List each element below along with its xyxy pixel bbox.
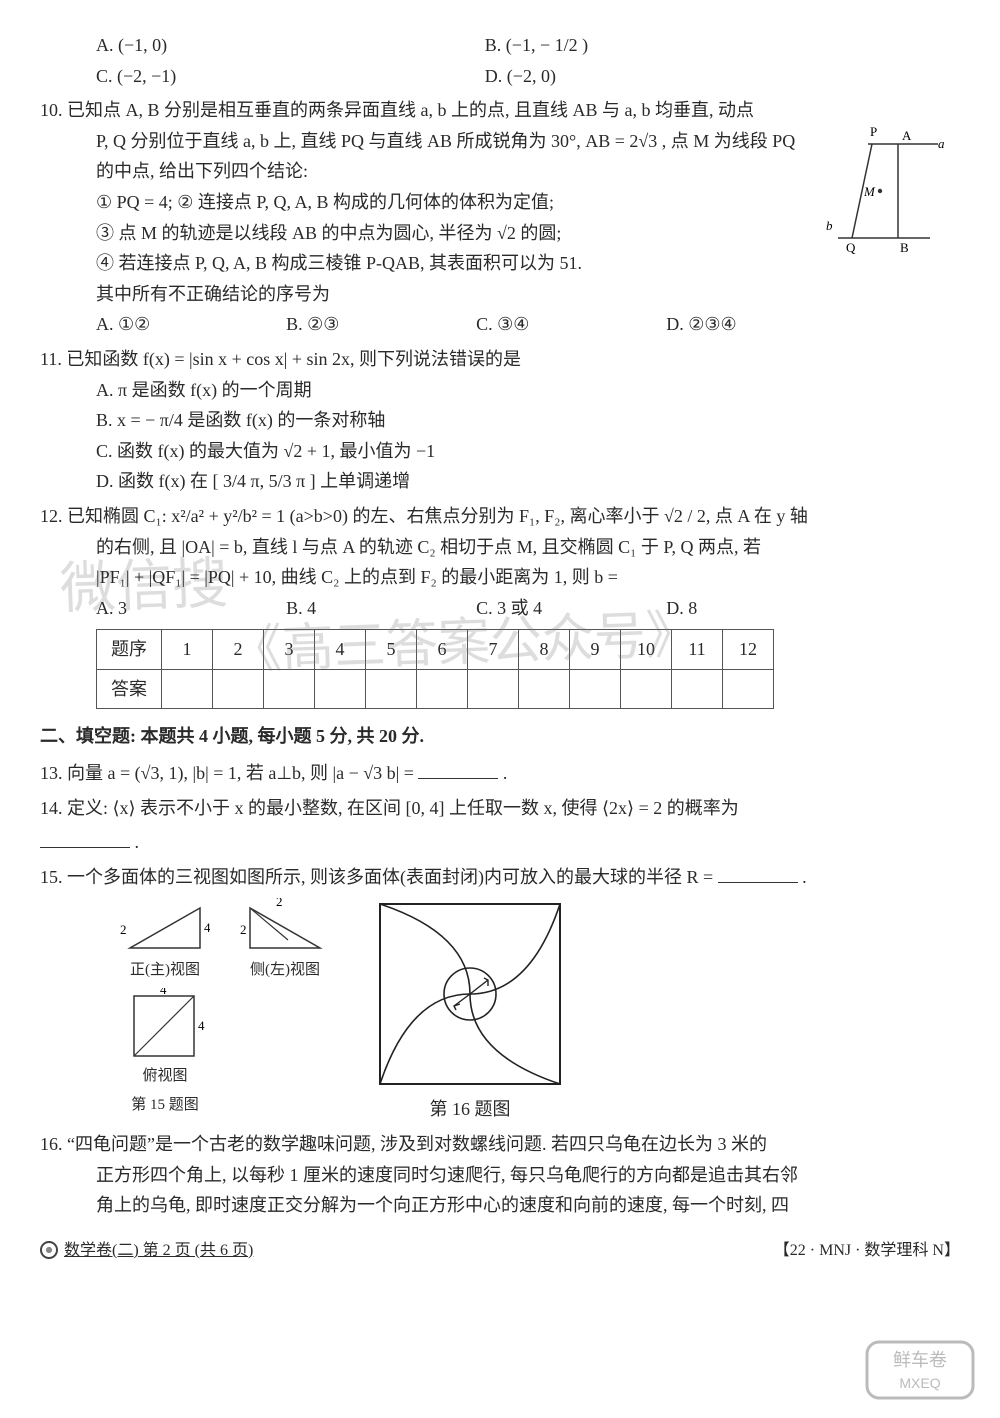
- q13-stem: 13. 向量 a = (√3, 1), |b| = 1, 若 a⊥b, 则 |a…: [40, 763, 418, 783]
- col-4: 4: [315, 630, 366, 670]
- option-D: D. (−2, 0): [485, 61, 874, 92]
- q12-option-A: A. 3: [96, 593, 286, 624]
- answer-table-answer-row: 答案: [97, 669, 774, 709]
- label-Q: Q: [846, 240, 856, 255]
- q11-option-B: B. x = − π/4 是函数 f(x) 的一条对称轴: [96, 405, 960, 436]
- q15-views: 2 4 正(主)视图 2 2 侧(左)视图: [120, 898, 330, 984]
- answer-table-header-row: 题序 1 2 3 4 5 6 7 8 9 10 11 12: [97, 630, 774, 670]
- answer-table: 题序 1 2 3 4 5 6 7 8 9 10 11 12 答案: [96, 629, 774, 709]
- question-11: 11. 已知函数 f(x) = |sin x + cos x| + sin 2x…: [40, 344, 960, 497]
- question-10: 10. 已知点 A, B 分别是相互垂直的两条异面直线 a, b 上的点, 且直…: [40, 95, 960, 340]
- q10-option-C: C. ③④: [476, 309, 666, 340]
- svg-text:MXEQ: MXEQ: [899, 1375, 940, 1391]
- page-footer: 数学卷(二) 第 2 页 (共 6 页) 【22 · MNJ · 数学理科 N】: [40, 1237, 960, 1264]
- col-7: 7: [468, 630, 519, 670]
- q10-option-A: A. ①②: [96, 309, 286, 340]
- q10-option-D: D. ②③④: [666, 309, 856, 340]
- question-15: 15. 一个多面体的三视图如图所示, 则该多面体(表面封闭)内可放入的最大球的半…: [40, 862, 960, 893]
- q12-option-D: D. 8: [666, 593, 856, 624]
- svg-text:4: 4: [198, 1018, 205, 1033]
- q16-line2: 正方形四个角上, 以每秒 1 厘米的速度同时匀速爬行, 每只乌龟爬行的方向都是追…: [96, 1160, 960, 1191]
- q11-stem: 11. 已知函数 f(x) = |sin x + cos x| + sin 2x…: [40, 344, 960, 375]
- side-view-label: 侧(左)视图: [240, 958, 330, 984]
- q12-stem-line2: 的右侧, 且 |OA| = b, 直线 l 与点 A 的轨迹 C₂ 相切于点 M…: [96, 532, 960, 563]
- col-2: 2: [213, 630, 264, 670]
- q10-diagram: P A a M b Q B: [820, 126, 950, 256]
- q10-stem-line1: 10. 已知点 A, B 分别是相互垂直的两条异面直线 a, b 上的点, 且直…: [40, 95, 960, 126]
- front-view: 2 4 正(主)视图: [120, 898, 210, 984]
- q15-stem: 15. 一个多面体的三视图如图所示, 则该多面体(表面封闭)内可放入的最大球的半…: [40, 867, 718, 887]
- col-10: 10: [621, 630, 672, 670]
- option-B: B. (−1, − 1/2 ): [485, 30, 874, 61]
- col-3: 3: [264, 630, 315, 670]
- label-B: B: [900, 240, 909, 255]
- col-8: 8: [519, 630, 570, 670]
- q16-caption: 第 16 题图: [370, 1094, 570, 1125]
- svg-text:4: 4: [160, 988, 167, 997]
- row-label-answer: 答案: [97, 669, 162, 709]
- q11-option-A: A. π 是函数 f(x) 的一个周期: [96, 375, 960, 406]
- col-1: 1: [162, 630, 213, 670]
- q15-caption: 第 15 题图: [120, 1093, 210, 1119]
- question-12: 12. 已知椭圆 C₁: x²/a² + y²/b² = 1 (a>b>0) 的…: [40, 501, 960, 623]
- pre-question-options: A. (−1, 0) B. (−1, − 1/2 ) C. (−2, −1) D…: [96, 30, 960, 91]
- q14-blank: [40, 829, 130, 848]
- q15-tail: .: [802, 867, 807, 887]
- q16-line3: 角上的乌龟, 即时速度正交分解为一个向正方形中心的速度和向前的速度, 每一个时刻…: [96, 1190, 960, 1221]
- svg-text:2: 2: [120, 922, 127, 937]
- option-A: A. (−1, 0): [96, 30, 485, 61]
- q16-line1: 16. “四龟问题”是一个古老的数学趣味问题, 涉及到对数螺线问题. 若四只乌龟…: [40, 1129, 960, 1160]
- col-5: 5: [366, 630, 417, 670]
- q16-figure: 第 16 题图: [370, 894, 570, 1125]
- q10-option-B: B. ②③: [286, 309, 476, 340]
- footer-left: 数学卷(二) 第 2 页 (共 6 页): [40, 1237, 253, 1264]
- col-11: 11: [672, 630, 723, 670]
- watermark-stamp: 鲜车卷 MXEQ: [865, 1340, 975, 1400]
- svg-text:4: 4: [204, 920, 210, 935]
- q12-option-C: C. 3 或 4: [476, 593, 666, 624]
- svg-text:鲜车卷: 鲜车卷: [893, 1350, 947, 1370]
- front-view-label: 正(主)视图: [120, 958, 210, 984]
- q13-blank: [418, 760, 498, 779]
- footer-right: 【22 · MNJ · 数学理科 N】: [774, 1237, 960, 1264]
- question-14-blank-line: .: [40, 827, 960, 858]
- q11-option-C: C. 函数 f(x) 的最大值为 √2 + 1, 最小值为 −1: [96, 436, 960, 467]
- label-A: A: [902, 128, 912, 143]
- option-C: C. (−2, −1): [96, 61, 485, 92]
- label-P: P: [870, 126, 877, 139]
- footer-left-text: 数学卷(二) 第 2 页 (共 6 页): [64, 1237, 253, 1264]
- q10-tail: 其中所有不正确结论的序号为: [96, 279, 960, 310]
- label-a: a: [938, 136, 945, 151]
- label-b: b: [826, 218, 833, 233]
- side-view: 2 2 侧(左)视图: [240, 898, 330, 984]
- q12-option-B: B. 4: [286, 593, 476, 624]
- col-12: 12: [723, 630, 774, 670]
- question-13: 13. 向量 a = (√3, 1), |b| = 1, 若 a⊥b, 则 |a…: [40, 758, 960, 789]
- svg-text:2: 2: [240, 922, 247, 937]
- q11-option-D: D. 函数 f(x) 在 [ 3/4 π, 5/3 π ] 上单调递增: [96, 466, 960, 497]
- question-14: 14. 定义: ⟨x⟩ 表示不小于 x 的最小整数, 在区间 [0, 4] 上任…: [40, 793, 960, 824]
- bullet-icon: [40, 1241, 58, 1259]
- question-16: 16. “四龟问题”是一个古老的数学趣味问题, 涉及到对数螺线问题. 若四只乌龟…: [40, 1129, 960, 1221]
- section-2-title: 二、填空题: 本题共 4 小题, 每小题 5 分, 共 20 分.: [40, 721, 960, 752]
- top-view: 4 4 俯视图 第 15 题图: [120, 988, 210, 1119]
- row-label-index: 题序: [97, 630, 162, 670]
- q12-stem-line1: 12. 已知椭圆 C₁: x²/a² + y²/b² = 1 (a>b>0) 的…: [40, 501, 960, 532]
- q12-stem-line3: |PF₁| + |QF₁| = |PQ| + 10, 曲线 C₂ 上的点到 F₂…: [96, 562, 960, 593]
- q13-tail: .: [503, 763, 508, 783]
- q15-blank: [718, 864, 798, 883]
- col-6: 6: [417, 630, 468, 670]
- q14-tail: .: [135, 832, 140, 852]
- col-9: 9: [570, 630, 621, 670]
- q14-stem: 14. 定义: ⟨x⟩ 表示不小于 x 的最小整数, 在区间 [0, 4] 上任…: [40, 798, 739, 818]
- top-view-label: 俯视图: [120, 1064, 210, 1090]
- svg-text:2: 2: [276, 898, 283, 909]
- label-M: M: [863, 184, 876, 199]
